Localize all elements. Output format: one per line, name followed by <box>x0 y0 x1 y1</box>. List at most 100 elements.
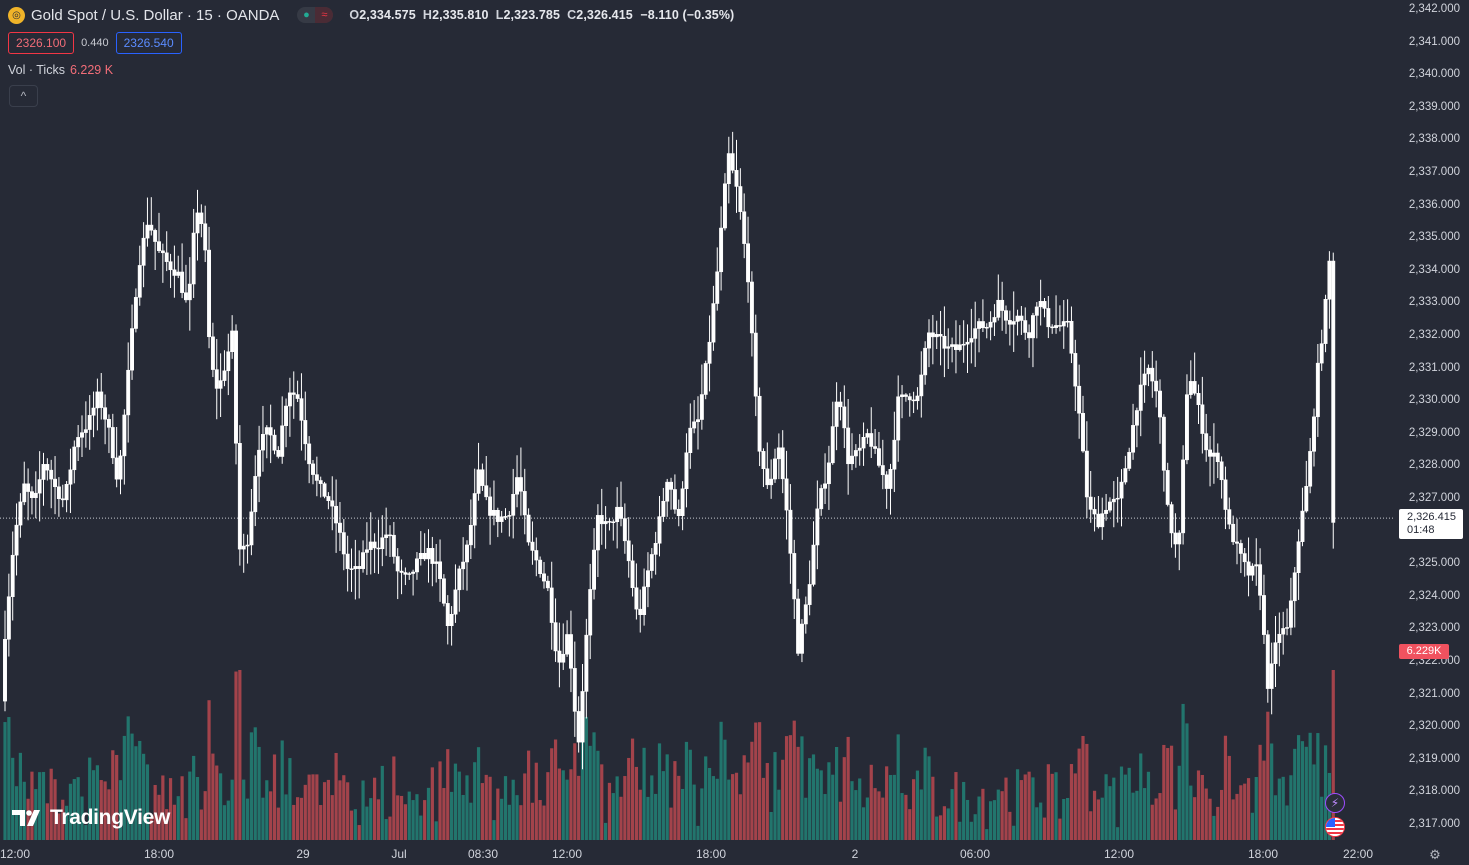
candle <box>642 568 647 626</box>
volume-bar <box>1077 748 1081 840</box>
volume-bar <box>888 775 893 840</box>
market-status-pill[interactable]: ● ≈ <box>297 7 334 23</box>
volume-bar <box>727 779 731 840</box>
candle <box>676 499 681 527</box>
price-axis-label: 2,338.000 <box>1408 133 1460 146</box>
volume-bar <box>272 754 277 840</box>
candle <box>99 373 104 420</box>
collapse-legend-button[interactable]: ^ <box>9 85 38 107</box>
candle <box>638 589 643 633</box>
volume-bar <box>342 775 346 840</box>
volume-bar <box>838 801 843 840</box>
volume-bar <box>115 754 119 840</box>
candle <box>992 304 997 336</box>
volume-bar <box>438 761 442 840</box>
volume-bar <box>245 798 250 840</box>
volume-bar <box>731 774 735 840</box>
volume-bar <box>846 736 850 840</box>
volume-bar <box>1277 778 1281 840</box>
volume-bar <box>931 776 935 840</box>
volume-bar <box>738 794 742 840</box>
candle <box>1165 462 1170 507</box>
candle <box>345 535 350 592</box>
candle <box>1096 496 1101 529</box>
volume-bar <box>977 796 981 840</box>
market-open-icon: ● <box>303 9 310 21</box>
price-axis-label: 2,335.000 <box>1408 231 1460 244</box>
volume-bar <box>792 720 796 840</box>
gear-icon[interactable]: ⚙ <box>1429 847 1441 862</box>
change-value: −8.110 (−0.35%) <box>640 8 735 22</box>
candle <box>634 563 639 620</box>
candle <box>164 231 169 272</box>
candle <box>669 477 673 510</box>
volume-bar <box>1139 753 1143 840</box>
candle <box>580 663 585 770</box>
candle <box>1019 306 1024 335</box>
volume-bar <box>677 775 681 840</box>
candle <box>865 428 870 444</box>
volume-bar <box>1050 773 1054 840</box>
volume-legend[interactable]: Vol · Ticks 6.229 K <box>8 63 113 77</box>
candle <box>911 391 916 414</box>
candle <box>361 540 366 573</box>
candle <box>253 455 258 527</box>
volume-bar <box>1273 795 1278 840</box>
candle <box>834 382 839 451</box>
sell-price-button[interactable]: 2326.100 <box>8 32 75 54</box>
candle <box>507 511 512 537</box>
candle <box>927 319 931 368</box>
volume-bar <box>858 778 862 840</box>
open-value: 2,334.575 <box>359 8 416 22</box>
candle <box>472 468 477 549</box>
volume-bar <box>180 776 184 840</box>
volume-bar <box>1004 777 1008 840</box>
candle <box>395 548 400 600</box>
us-flag-icon[interactable] <box>1325 817 1345 837</box>
volume-bar <box>296 797 300 840</box>
candle <box>353 539 358 600</box>
volume-bar <box>550 748 554 840</box>
volume-bar <box>72 779 76 840</box>
volume-bar <box>700 788 704 840</box>
volume-bar <box>1270 743 1274 840</box>
candle <box>1115 476 1120 523</box>
candle <box>422 533 427 562</box>
volume-bar <box>561 770 565 840</box>
candle <box>291 371 296 419</box>
tradingview-logo[interactable]: TradingView <box>12 806 170 830</box>
candle <box>30 486 34 515</box>
volume-bar <box>11 757 15 840</box>
candle <box>80 415 84 458</box>
candle <box>468 499 473 560</box>
volume-bar <box>488 776 492 840</box>
candle <box>1204 413 1209 462</box>
volume-bar <box>1023 774 1027 840</box>
volume-bar <box>1012 825 1016 840</box>
volume-bar <box>288 758 292 840</box>
volume-bar <box>981 788 985 840</box>
volume-bar <box>145 764 150 840</box>
symbol-title[interactable]: Gold Spot / U.S. Dollar · 15 · OANDA <box>31 6 280 24</box>
lightning-icon[interactable]: ⚡ <box>1325 793 1345 813</box>
volume-bar <box>865 797 869 840</box>
candle <box>1054 295 1058 334</box>
volume-bar <box>885 766 889 840</box>
volume-bar <box>1058 818 1062 840</box>
candle <box>368 512 373 575</box>
buy-price-button[interactable]: 2326.540 <box>115 32 182 54</box>
candle <box>191 208 196 298</box>
candle <box>553 598 558 662</box>
volume-bar <box>207 700 211 840</box>
volume-bar <box>446 749 450 840</box>
volume-bar <box>996 789 1000 840</box>
volume-bar <box>450 791 454 840</box>
candle <box>1104 493 1109 521</box>
volume-bar <box>684 741 689 840</box>
candle <box>72 440 77 484</box>
volume-bar <box>307 774 311 840</box>
volume-bar <box>1123 774 1127 840</box>
price-axis-label: 2,327.000 <box>1408 492 1460 504</box>
candle <box>973 301 978 367</box>
